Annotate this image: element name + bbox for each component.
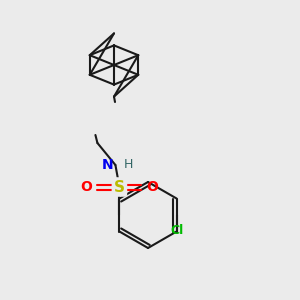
Text: Cl: Cl (170, 224, 183, 237)
Text: S: S (114, 179, 125, 194)
Text: N: N (102, 158, 113, 172)
Text: O: O (146, 180, 158, 194)
Text: O: O (80, 180, 92, 194)
Text: H: H (123, 158, 133, 170)
